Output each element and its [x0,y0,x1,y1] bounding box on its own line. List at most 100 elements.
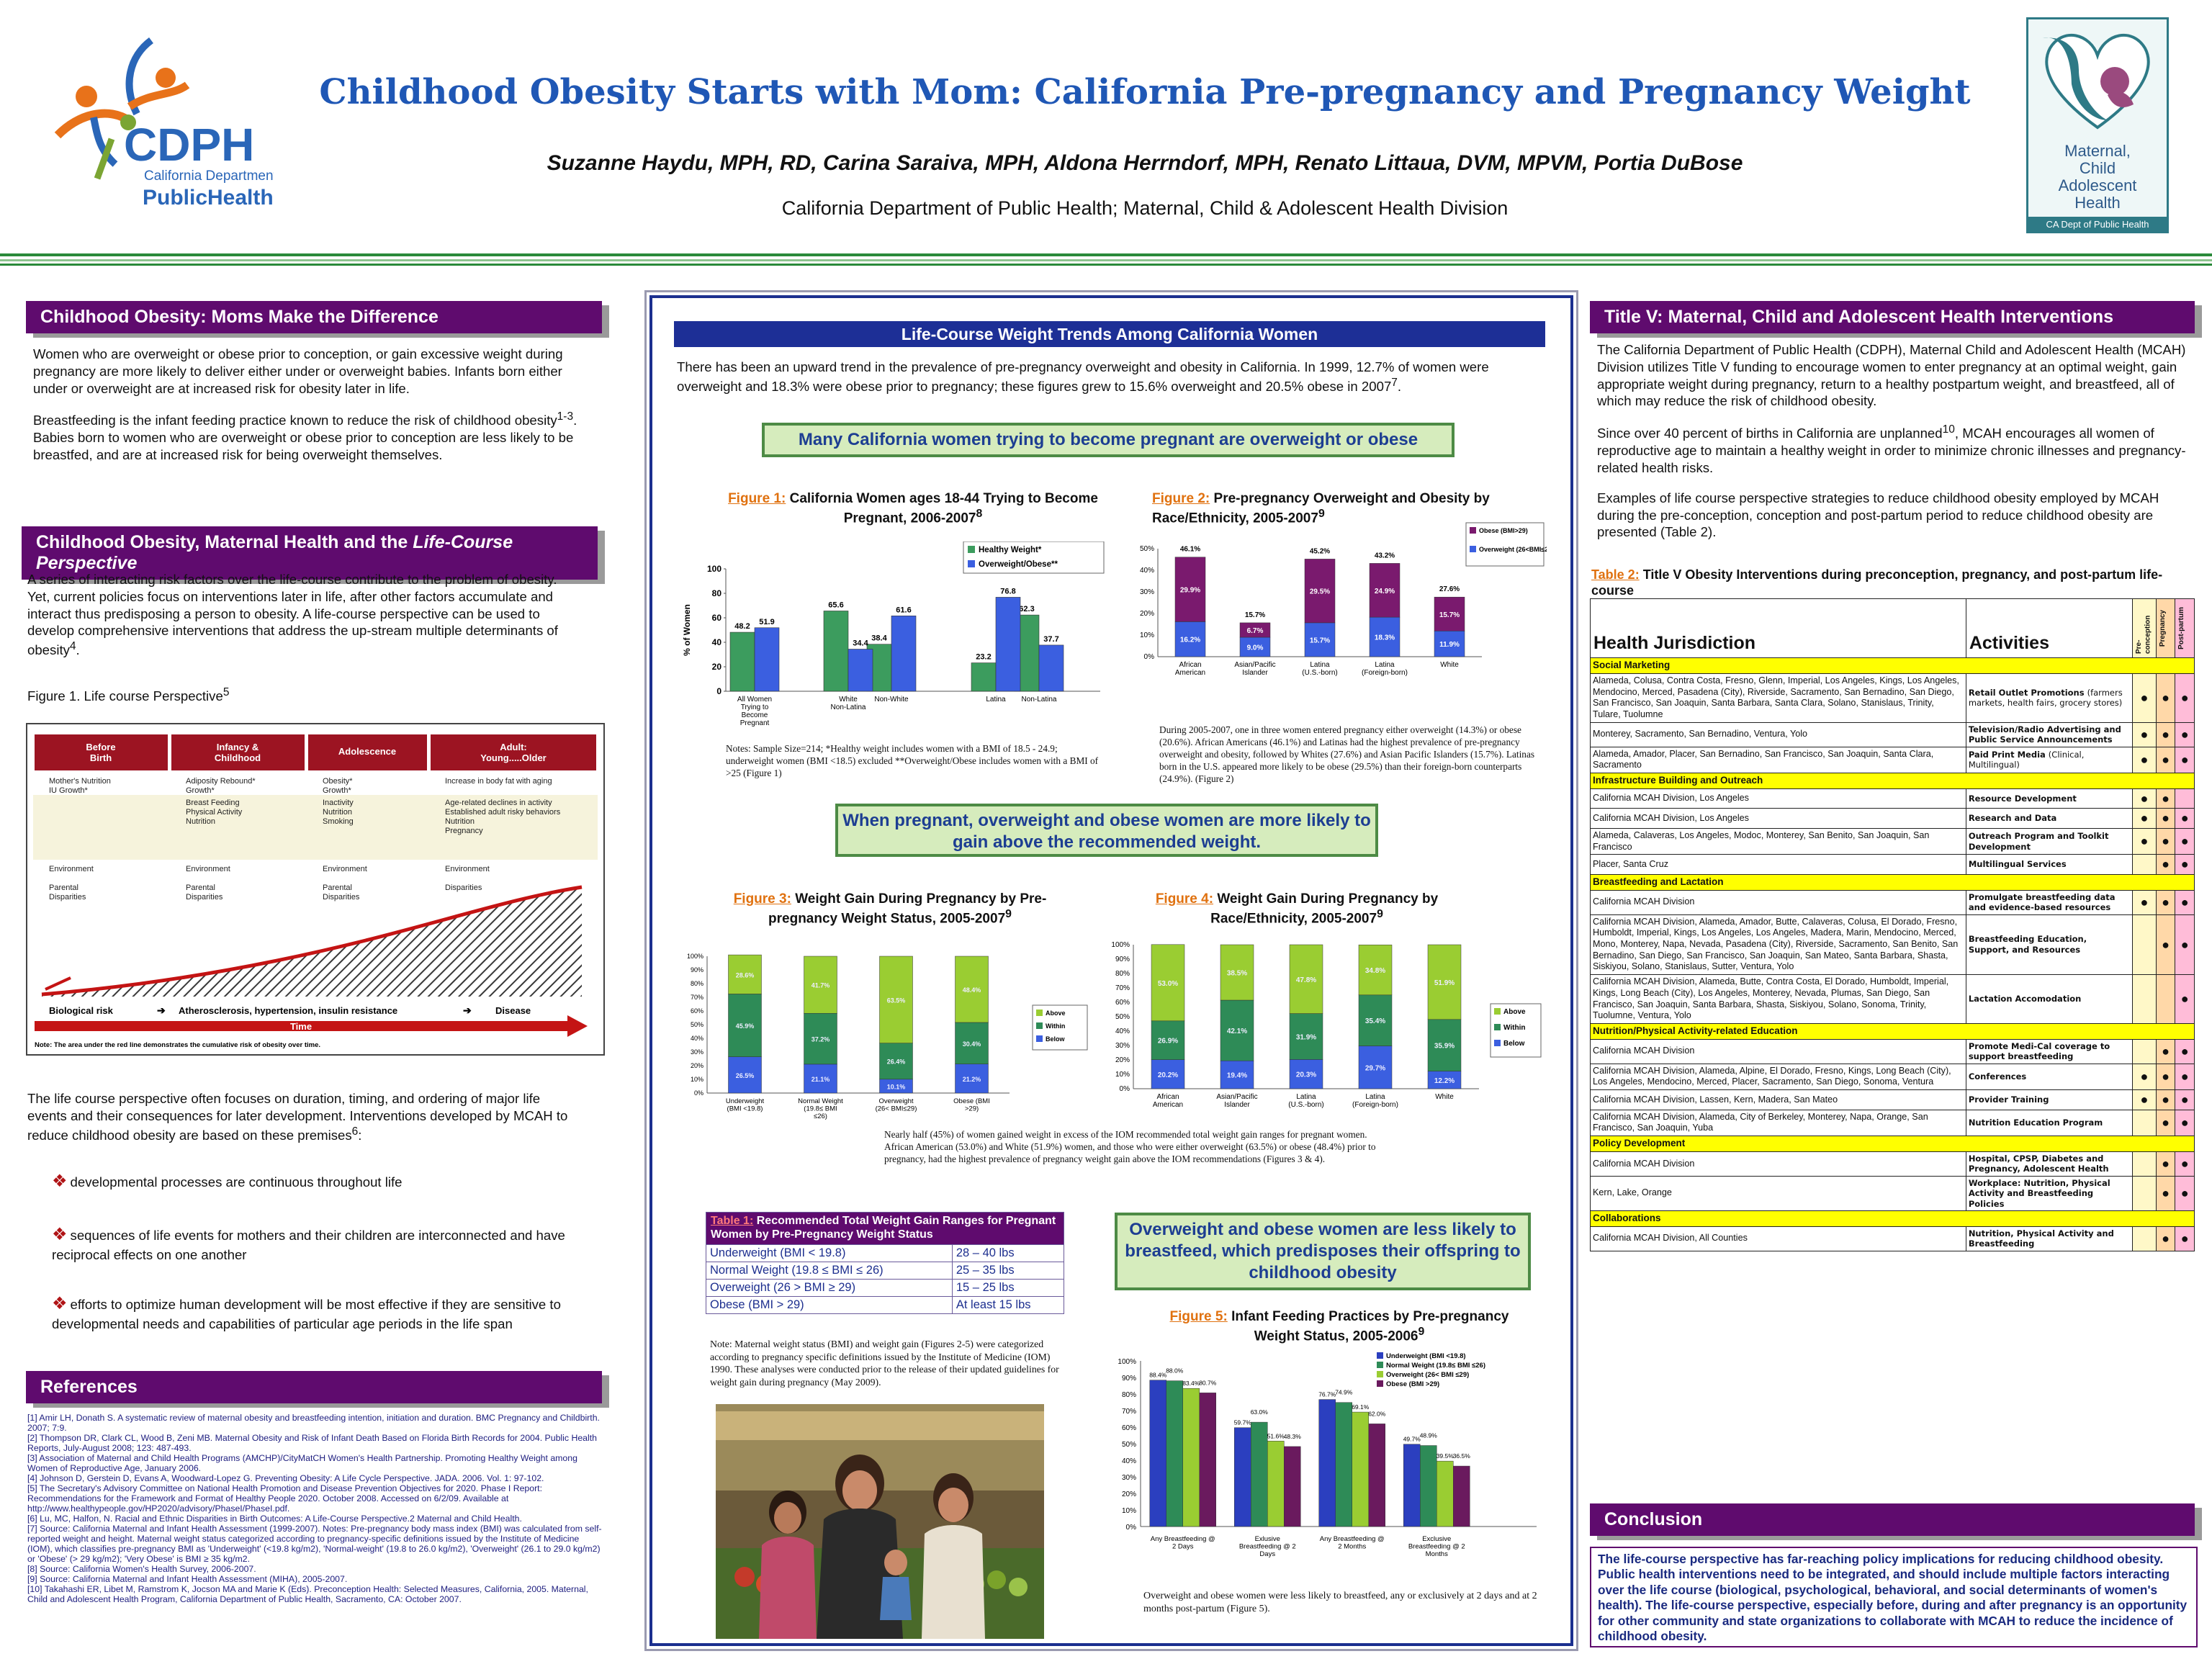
x-tick-label: Underweight (BMI <19.8) [726,1097,765,1113]
y-tick-label: 10% [691,1076,703,1083]
bar-value-label: 69.1% [1352,1403,1370,1411]
y-tick-label: 80% [1122,1391,1136,1399]
segment-value-label: 29.5% [1310,588,1330,596]
y-tick-label: 70% [691,994,703,1001]
stacked-bar-segment [1358,944,1393,996]
y-tick-label: 50% [1122,1441,1136,1449]
reference-item: [6] Lu, MC, Halfon, N. Racial and Ethnic… [27,1514,522,1524]
y-tick-label: 30% [1140,588,1154,596]
col-health-jurisdiction: Health Jurisdiction [1590,598,1966,658]
conclusion-header: Conclusion [1590,1503,2195,1536]
x-tick-label: Asian/Pacific Islander [1234,661,1275,677]
table2-row: California MCAH Division, Los Angeles Res… [1590,788,2195,809]
table-row: Obese (BMI > 29) At least 15 lbs [706,1295,1065,1314]
bar [1368,1424,1385,1527]
segment-value-label: 47.8% [1296,976,1316,984]
stacked-bar-segment [804,956,837,1014]
figures34-notes: Nearly half (45%) of women gained weight… [884,1129,1376,1164]
moms-paragraph-1: Women who are overweight or obese prior … [33,346,563,396]
table2-row: Alameda, Calaveras, Los Angeles, Modoc, … [1590,827,2195,855]
figure5-notes: Overweight and obese women were less lik… [1143,1591,1537,1614]
life-course-cell: Disparities [445,884,482,892]
table2-row: Alameda, Amador, Placer, San Bernadino, … [1590,746,2195,774]
legend-swatch [1470,527,1476,534]
bar [1284,1446,1301,1527]
segment-value-label: 9.0% [1247,644,1264,652]
table2-category-row: Infrastructure Building and Outreach [1590,773,2195,789]
figure4-title: Figure 4: Weight Gain During Pregnancy b… [1155,891,1439,927]
y-tick-label: 60% [691,1007,703,1015]
y-tick-label: 90% [1115,956,1130,963]
life-course-cell: Adiposity Rebound* Growth* [186,777,256,795]
x-axis-label: Race/Ethnicity [884,729,943,730]
table2-row: California MCAH Division Hospital, CPSP, … [1590,1151,2195,1177]
mcah-logo-line2: Child [2080,159,2116,177]
stacked-bar-segment [1239,637,1271,657]
stacked-bar-segment [1151,1020,1185,1060]
table-row: Underweight (BMI < 19.8) 28 – 40 lbs [706,1244,1065,1262]
segment-value-label: 31.9% [1296,1034,1316,1042]
table2-row: Alameda, Colusa, Contra Costa, Fresno, G… [1590,673,2195,723]
stacked-bar-segment [1289,1059,1323,1089]
legend-label: Normal Weight (19.8≤ BMI ≤26) [1386,1362,1485,1370]
callout-breastfeed: Overweight and obese women are less like… [1115,1213,1531,1290]
diamond-bullet-icon: ❖ [52,1294,68,1313]
legend-label: Overweight (26< BMI ≤29) [1386,1371,1469,1379]
stacked-bar-segment [1239,622,1271,638]
stacked-bar-segment [879,956,913,1043]
y-tick-label: 60% [1122,1424,1136,1432]
bar-value-label: 62.3 [1019,605,1034,613]
bar [1352,1411,1369,1527]
legend-swatch [1494,1024,1501,1030]
bar [1437,1460,1454,1527]
bar [1199,1393,1216,1527]
x-tick-label: Non-White [874,696,909,703]
titlev-paragraph-1: The California Department of Public Heal… [1597,342,2186,409]
segment-value-label: 30.4% [963,1040,981,1048]
bar [823,611,849,692]
table2-row: California MCAH Division Promulgate breas… [1590,889,2195,915]
segment-value-label: 16.2% [1180,637,1200,644]
references-header: References [26,1371,602,1403]
bar-value-label: 34.4 [853,639,868,648]
family-grocery-photo [716,1404,1044,1639]
bar-value-label: 23.2 [976,653,991,662]
bar [891,615,917,692]
x-tick-label: Overweight (26< BMI≤29) [876,1097,917,1113]
stacked-bar-segment [804,1012,837,1065]
y-tick-label: 50% [691,1021,703,1028]
legend-swatch [1494,1008,1501,1015]
table2-row: Kern, Lake, Orange Workplace: Nutrition, … [1590,1175,2195,1211]
risk-label-atherosclerosis: Atherosclerosis, hypertension, insulin r… [179,1005,397,1016]
x-tick-label: Asian/Pacific Islander [1216,1093,1257,1109]
lifecourse-paragraph-2: The life course perspective often focuse… [27,1091,568,1143]
life-course-cell: Obesity* Growth* [323,777,353,795]
life-course-cell: Parental Disparities [186,884,223,902]
stacked-bar-segment [1369,563,1401,618]
table2-row: Monterey, Sacramento, San Bernadino, Ven… [1590,721,2195,747]
legend-swatch [1494,1040,1501,1046]
life-course-cell: Environment [445,865,490,873]
segment-value-label: 15.7% [1310,637,1330,644]
segment-value-label: 26.9% [1158,1038,1178,1046]
bar-value-label: 48.9% [1420,1432,1438,1439]
legend-swatch [968,560,975,567]
table2-header-row: Health Jurisdiction Activities Pre-conce… [1590,598,2195,658]
legend-swatch [968,546,975,553]
reference-item: [2] Thompson DR, Clark CL, Wood B, Zeni … [27,1433,598,1454]
legend-swatch [1377,1362,1383,1368]
stacked-bar-segment [955,1064,989,1094]
segment-value-label: 24.9% [1375,588,1395,595]
table1-notes: Note: Maternal weight status (BMI) and w… [710,1339,1059,1388]
table2-row: California MCAH Division Promote Medi-Cal… [1590,1038,2195,1064]
segment-value-label: 10.1% [887,1083,906,1090]
x-tick-label: Latina (Foreign-born) [1352,1093,1398,1109]
bar-value-label: 36.5% [1453,1452,1471,1460]
bar [1335,1402,1352,1527]
x-tick-label: White [1440,661,1459,669]
section-moms-header: Childhood Obesity: Moms Make the Differe… [26,301,602,333]
bar [995,597,1021,692]
stacked-bar-segment [1151,1059,1185,1089]
y-tick-label: 0% [1144,653,1155,661]
header-rule-light [0,259,2212,261]
